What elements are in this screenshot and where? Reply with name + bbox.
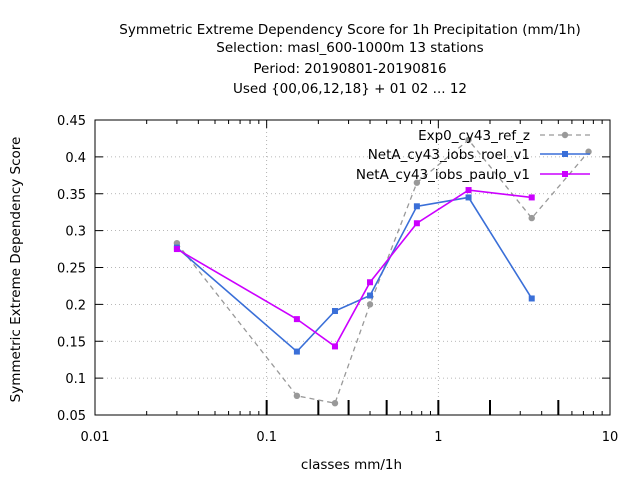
series-line — [176, 138, 590, 404]
data-point — [293, 316, 300, 323]
y-tick-label: 0.3 — [65, 225, 86, 240]
series-0 — [173, 136, 592, 407]
data-point — [465, 187, 472, 194]
x-tick-label: 0.1 — [256, 430, 277, 445]
data-point — [413, 203, 420, 210]
plot-frame — [94, 119, 611, 416]
y-axis-title: Symmetric Extreme Dependency Score — [8, 137, 24, 403]
legend-label: Exp0_cy43_ref_z — [418, 128, 530, 144]
data-point — [528, 295, 535, 302]
y-tick-label: 0.15 — [57, 335, 86, 350]
data-point — [413, 179, 421, 186]
data-point — [293, 392, 301, 400]
x-tick-label: 0.01 — [81, 430, 110, 445]
x-tick-labels: 0.01 0.1 1 10 — [81, 430, 619, 445]
axis-ticks — [94, 119, 611, 416]
grid — [95, 120, 610, 415]
data-point — [413, 220, 420, 227]
y-tick-label: 0.45 — [57, 114, 86, 129]
data-point — [366, 301, 374, 308]
y-tick-label: 0.25 — [57, 262, 86, 277]
data-point — [367, 279, 374, 286]
series-2 — [173, 187, 535, 350]
series-line — [176, 196, 533, 353]
data-point — [465, 136, 472, 144]
x-axis-title: classes mm/1h — [301, 457, 402, 473]
series — [173, 136, 592, 407]
y-tick-label: 0.4 — [65, 151, 86, 166]
data-point — [173, 246, 180, 253]
x-tick-label: 1 — [434, 430, 442, 445]
data-point — [331, 400, 339, 407]
legend-marker — [562, 171, 568, 177]
data-point — [331, 343, 338, 350]
y-tick-labels: 0.05 0.1 0.15 0.2 0.25 0.3 0.35 0.4 0.45 — [57, 114, 86, 424]
chart-title-line-4: Used {00,06,12,18} + 01 02 ... 12 — [232, 81, 468, 97]
chart-title-line-1: Symmetric Extreme Dependency Score for 1… — [119, 22, 581, 38]
chart-title-line-2: Selection: masl_600-1000m 13 stations — [216, 40, 484, 56]
data-point — [331, 308, 338, 315]
y-tick-label: 0.2 — [65, 298, 86, 313]
data-point — [465, 194, 472, 201]
chart-title-line-3: Period: 20190801-20190816 — [253, 61, 447, 77]
y-tick-label: 0.05 — [57, 409, 86, 424]
rug-ticks — [265, 400, 560, 415]
x-tick-label: 10 — [602, 430, 619, 445]
legend-label: NetA_cy43_iobs_paulo_v1 — [356, 167, 530, 183]
y-tick-label: 0.1 — [65, 372, 86, 387]
data-point — [293, 348, 300, 355]
legend-label: NetA_cy43_iobs_roel_v1 — [368, 147, 530, 163]
legend-marker — [561, 131, 569, 139]
data-point — [367, 292, 374, 299]
data-point — [528, 194, 535, 201]
legend-marker — [562, 151, 568, 157]
series-1 — [173, 194, 535, 355]
legend: Exp0_cy43_ref_z NetA_cy43_iobs_roel_v1 Net… — [356, 128, 590, 183]
y-tick-label: 0.35 — [57, 188, 86, 203]
data-point — [528, 214, 535, 222]
